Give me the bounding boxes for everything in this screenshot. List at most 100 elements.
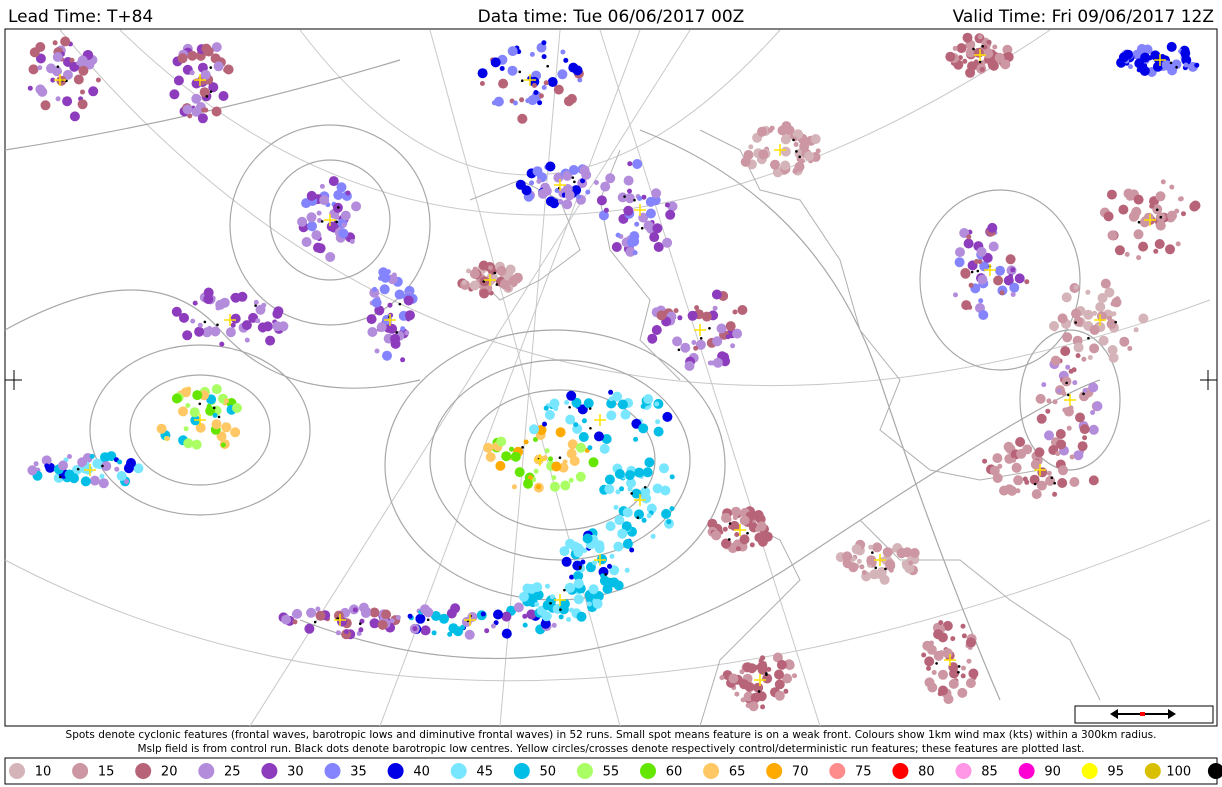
feature-spot [325, 252, 336, 262]
feature-spot [885, 560, 896, 571]
legend-swatch [892, 763, 909, 779]
feature-spot [551, 622, 557, 628]
feature-spot [341, 222, 347, 228]
feature-spot [1138, 241, 1149, 252]
legend-label: 95 [1107, 765, 1124, 780]
deterministic-cross [384, 314, 396, 326]
low-centre-dot [335, 220, 339, 224]
feature-spot [957, 55, 963, 61]
feature-spot [572, 65, 583, 76]
feature-spot [587, 601, 592, 607]
feature-spot [1161, 60, 1172, 71]
feature-spot [523, 439, 529, 445]
feature-spot [585, 189, 591, 195]
feature-spot [230, 427, 241, 438]
legend-label: 35 [350, 765, 367, 780]
feature-spot [1014, 273, 1025, 284]
feature-spot [677, 315, 683, 321]
feature-spot [576, 611, 587, 622]
legend-label: 80 [918, 765, 935, 780]
feature-spot [647, 333, 658, 344]
feature-spot [994, 52, 1005, 63]
legend-label: 60 [666, 765, 683, 780]
feature-spot [780, 160, 791, 171]
deterministic-cross [1064, 394, 1076, 406]
feature-spot [728, 673, 739, 684]
feature-spot [623, 175, 634, 186]
feature-spot [1092, 310, 1098, 316]
feature-spot [564, 582, 575, 593]
feature-spot [521, 185, 532, 196]
feature-spot [596, 195, 607, 206]
feature-spot [58, 460, 68, 471]
feature-spot [774, 679, 785, 690]
feature-spot [479, 288, 490, 299]
feature-spot [560, 49, 566, 55]
legend-swatch [703, 763, 720, 779]
feature-spot [69, 111, 80, 122]
feature-spot [317, 218, 322, 223]
feature-spot [626, 478, 636, 489]
feature-spot [782, 673, 793, 684]
feature-spot [851, 544, 862, 555]
feature-spot [1065, 364, 1071, 370]
feature-spot [1005, 254, 1016, 265]
feature-spot [1030, 459, 1041, 470]
feature-spot [340, 210, 351, 221]
feature-spot [612, 391, 623, 402]
feature-spot [1160, 179, 1166, 185]
low-centre-dot [728, 538, 731, 541]
feature-spot [124, 479, 129, 485]
feature-spot [962, 58, 968, 64]
feature-spot [469, 269, 480, 279]
feature-spot [278, 321, 289, 332]
feature-spot [173, 75, 184, 86]
feature-spot [374, 305, 385, 316]
feature-spot [1055, 429, 1066, 439]
feature-spot [1098, 335, 1109, 346]
low-centre-dot [395, 331, 399, 334]
low-centre-dot [578, 567, 582, 570]
feature-spot [292, 608, 303, 619]
feature-spot [669, 506, 675, 512]
feature-spot [669, 474, 675, 480]
feature-spot [1052, 491, 1058, 497]
feature-spot [973, 47, 984, 58]
feature-spot [529, 51, 535, 57]
feature-spot [712, 357, 723, 368]
low-centre-dot [871, 551, 874, 554]
feature-spot [734, 532, 740, 537]
feature-spot [633, 436, 639, 442]
feature-spot [205, 405, 216, 416]
feature-spot [98, 478, 109, 489]
low-centre-dot [76, 467, 80, 471]
feature-spot [542, 421, 547, 427]
feature-spot [617, 399, 628, 410]
feature-spot [480, 611, 486, 617]
feature-spot [662, 411, 673, 422]
feature-spot [945, 51, 956, 62]
low-centre-dot [571, 176, 575, 179]
feature-spot [629, 547, 635, 553]
legend-swatch [1081, 763, 1098, 779]
feature-spot [1057, 313, 1068, 324]
feature-spot [573, 547, 584, 558]
feature-spot [345, 190, 351, 196]
feature-spot [712, 336, 723, 347]
feature-spot [732, 328, 743, 339]
low-centre-dot [1169, 61, 1173, 65]
feature-spot [333, 190, 344, 200]
feature-spot [62, 96, 73, 107]
feature-spot [672, 336, 683, 347]
feature-spot [1069, 454, 1075, 460]
deterministic-cross [634, 204, 646, 216]
feature-spot [379, 284, 390, 295]
feature-spot [548, 456, 553, 462]
feature-spot [351, 201, 362, 212]
low-centre-dot [426, 618, 430, 622]
feature-spot [185, 403, 191, 408]
feature-spot [189, 407, 200, 418]
feature-spot [933, 650, 944, 661]
feature-spot [501, 451, 512, 462]
feature-spot [626, 237, 637, 248]
